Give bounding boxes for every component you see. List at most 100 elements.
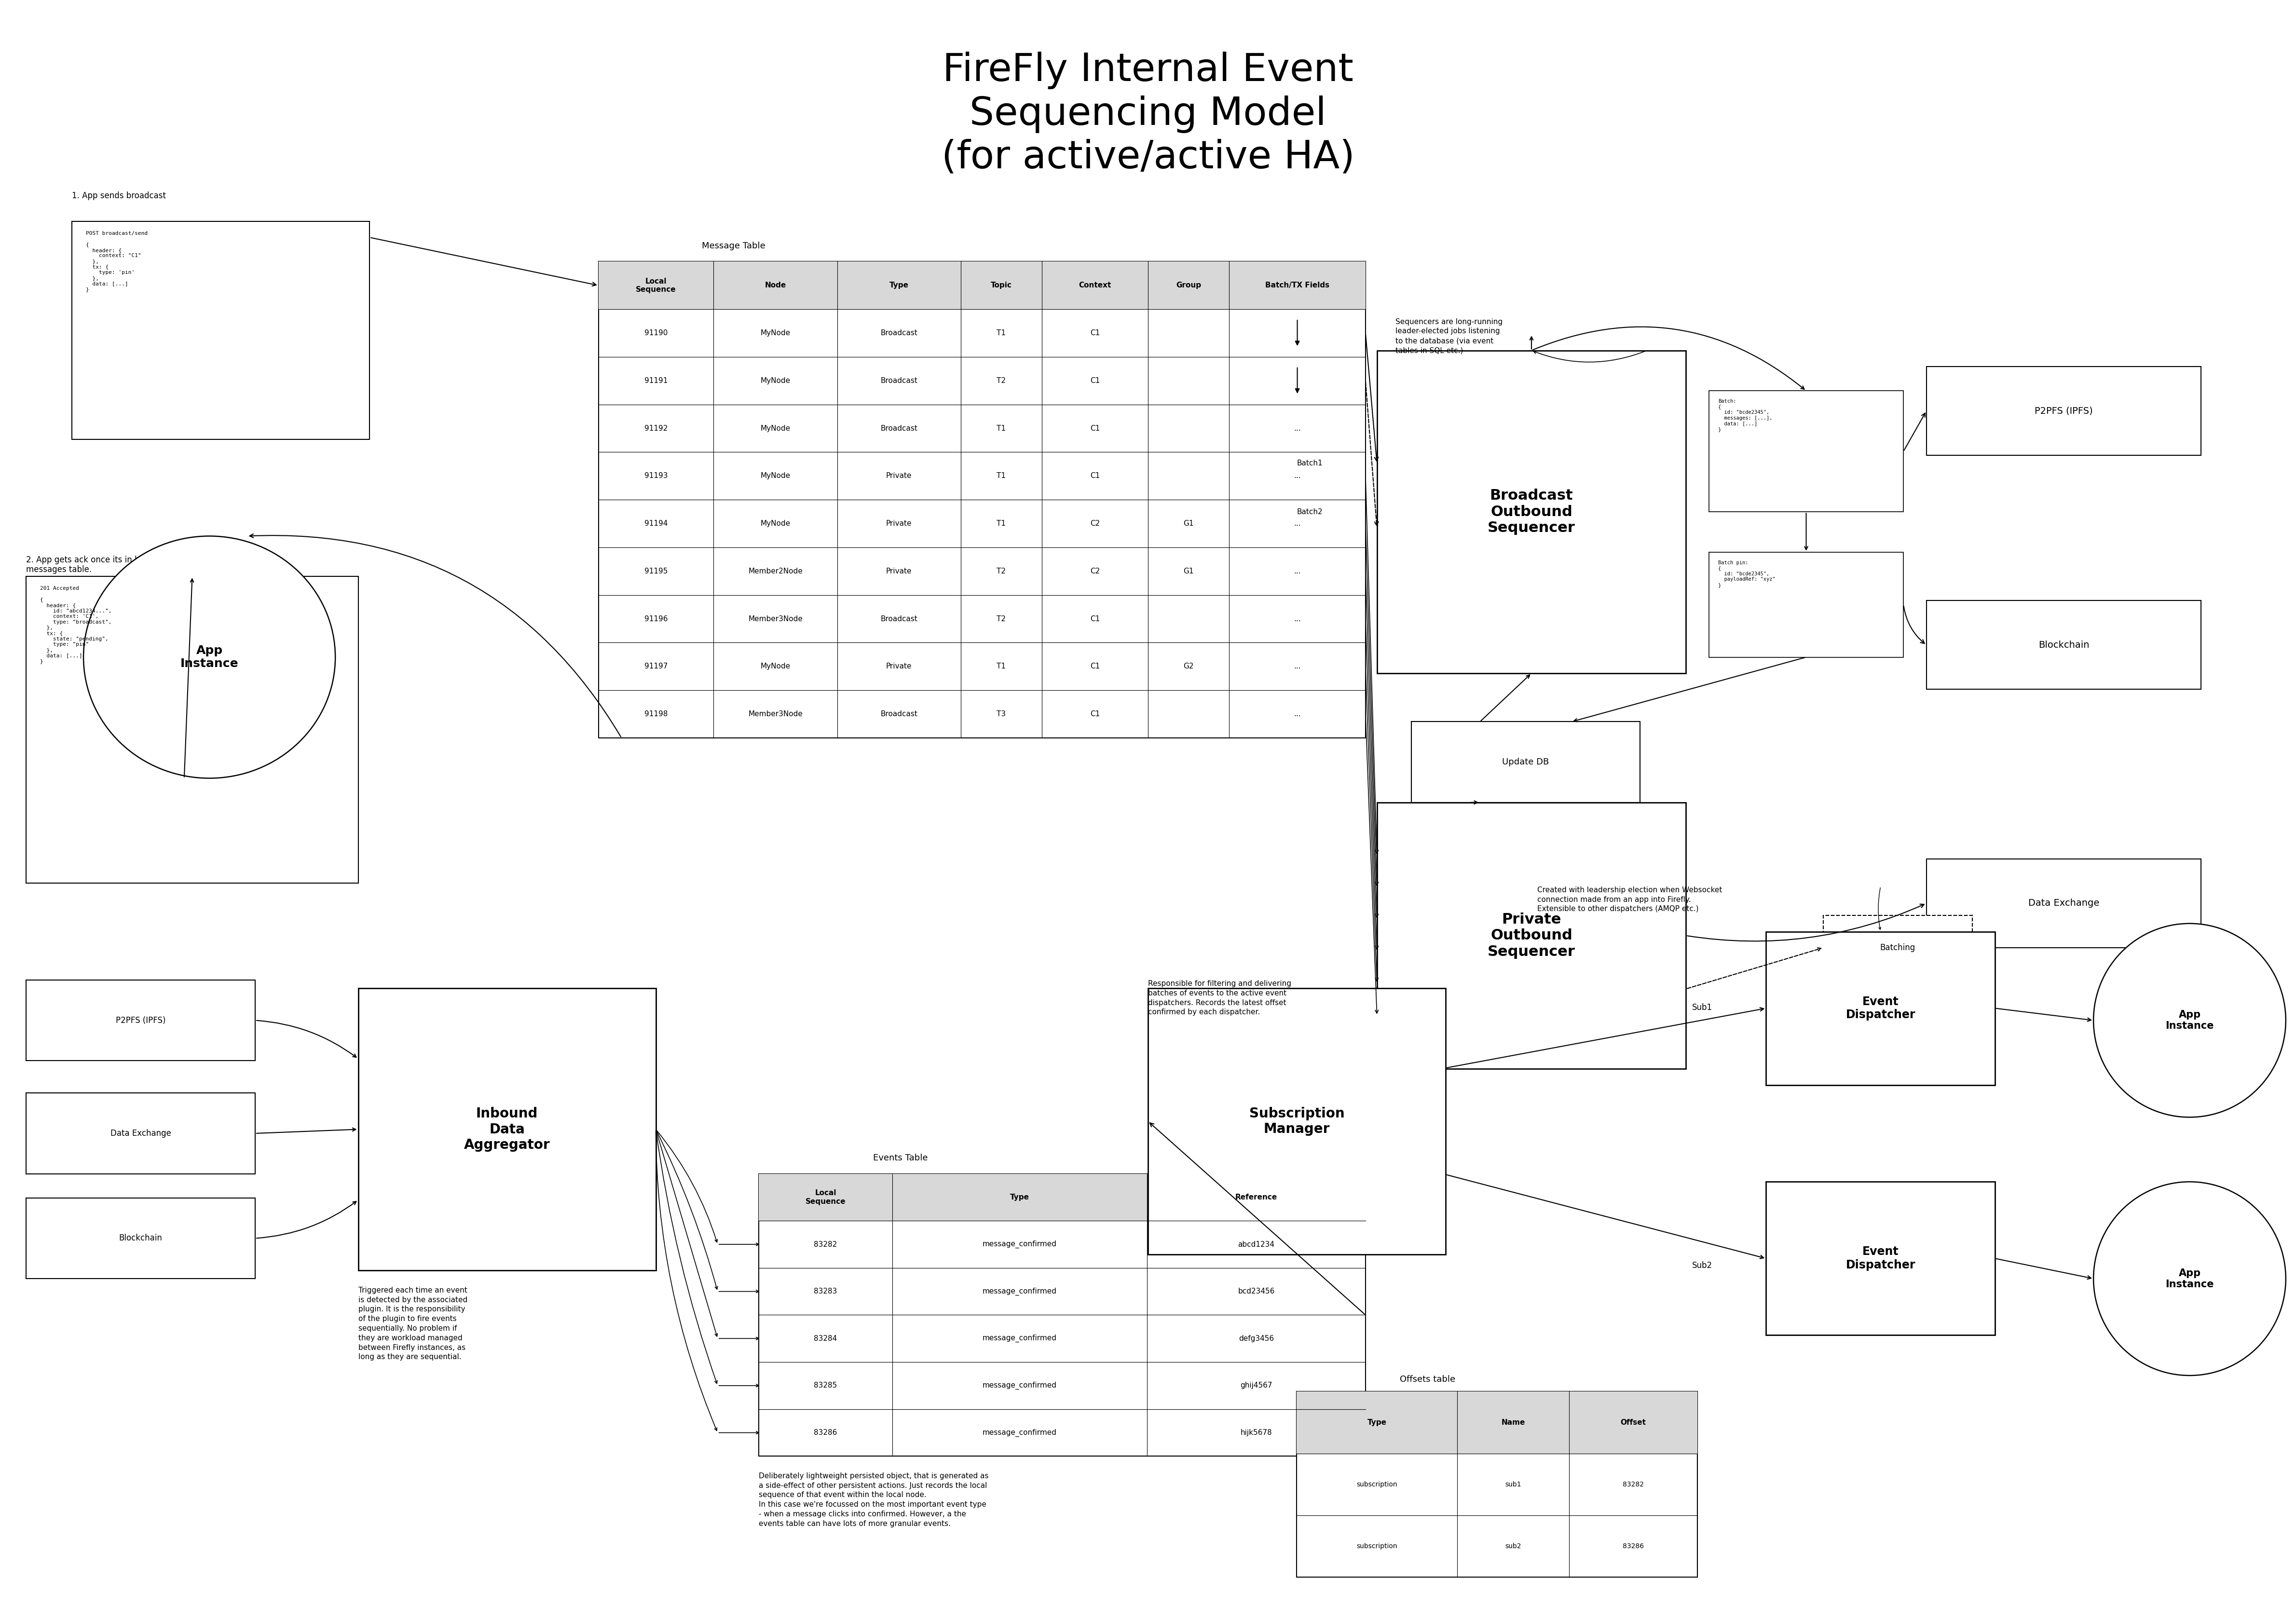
- Text: hijk5678: hijk5678: [1240, 1430, 1272, 1436]
- Text: sub1: sub1: [1506, 1482, 1522, 1488]
- Text: Private: Private: [886, 567, 912, 575]
- Text: message_confirmed: message_confirmed: [983, 1287, 1056, 1295]
- Text: Responsible for filtering and delivering
batches of events to the active event
d: Responsible for filtering and delivering…: [1148, 981, 1290, 1016]
- Text: 83283: 83283: [813, 1287, 838, 1295]
- Text: Broadcast: Broadcast: [879, 425, 918, 431]
- Bar: [25, 577, 358, 883]
- Text: App
Instance: App Instance: [2165, 1010, 2213, 1031]
- Text: bcd23456: bcd23456: [1238, 1287, 1274, 1295]
- Text: Type: Type: [1368, 1418, 1387, 1426]
- Text: Type: Type: [889, 282, 909, 289]
- Text: 83285: 83285: [813, 1383, 838, 1389]
- Text: T1: T1: [996, 472, 1006, 480]
- Text: App
Instance: App Instance: [181, 645, 239, 669]
- Text: sub2: sub2: [1506, 1543, 1522, 1550]
- Text: C2: C2: [1091, 520, 1100, 527]
- Text: Event
Dispatcher: Event Dispatcher: [1846, 995, 1915, 1021]
- Text: G1: G1: [1182, 567, 1194, 575]
- Text: ...: ...: [1293, 663, 1302, 669]
- Text: Private
Outbound
Sequencer: Private Outbound Sequencer: [1488, 913, 1575, 958]
- Bar: [25, 1093, 255, 1174]
- Text: 91193: 91193: [645, 472, 668, 480]
- Text: Member3Node: Member3Node: [748, 710, 804, 718]
- Bar: [758, 1174, 1366, 1221]
- Text: subscription: subscription: [1357, 1482, 1398, 1488]
- Text: ...: ...: [1293, 472, 1302, 480]
- Bar: [1148, 989, 1446, 1255]
- Text: MyNode: MyNode: [760, 520, 790, 527]
- Text: Batch:
{
  id: "bcde2345",
  messages: [...],
  data: [...]
}: Batch: { id: "bcde2345", messages: [...]…: [1717, 399, 1773, 431]
- Text: P2PFS (IPFS): P2PFS (IPFS): [2034, 407, 2094, 415]
- Text: FireFly Internal Event
Sequencing Model
(for active/active HA): FireFly Internal Event Sequencing Model …: [941, 52, 1355, 177]
- Bar: [1766, 1182, 1995, 1336]
- Text: Batch1: Batch1: [1297, 460, 1322, 467]
- Text: ...: ...: [1293, 710, 1302, 718]
- Text: C1: C1: [1091, 616, 1100, 622]
- Text: Sub2: Sub2: [1692, 1261, 1713, 1271]
- Text: T2: T2: [996, 616, 1006, 622]
- Text: message_confirmed: message_confirmed: [983, 1381, 1056, 1389]
- Text: Blockchain: Blockchain: [2039, 640, 2089, 650]
- Bar: [1378, 802, 1685, 1068]
- Text: Sequencers are long-running
leader-elected jobs listening
to the database (via e: Sequencers are long-running leader-elect…: [1396, 318, 1502, 353]
- Text: T1: T1: [996, 425, 1006, 431]
- Text: Broadcast: Broadcast: [879, 329, 918, 337]
- Text: G1: G1: [1182, 520, 1194, 527]
- Ellipse shape: [2094, 924, 2287, 1117]
- Text: T2: T2: [996, 567, 1006, 575]
- Text: message_confirmed: message_confirmed: [983, 1428, 1056, 1436]
- Bar: [1926, 859, 2202, 948]
- Text: T1: T1: [996, 663, 1006, 669]
- Text: Name: Name: [1502, 1418, 1525, 1426]
- Text: Topic: Topic: [990, 282, 1013, 289]
- Text: MyNode: MyNode: [760, 329, 790, 337]
- Text: C1: C1: [1091, 710, 1100, 718]
- Text: Private: Private: [886, 663, 912, 669]
- Text: 83286: 83286: [813, 1430, 838, 1436]
- Text: Private: Private: [886, 520, 912, 527]
- Text: Events Table: Events Table: [872, 1154, 928, 1162]
- Bar: [758, 1174, 1366, 1456]
- Bar: [1823, 916, 1972, 981]
- Text: Blockchain: Blockchain: [119, 1234, 163, 1243]
- Text: ...: ...: [1293, 616, 1302, 622]
- Text: C1: C1: [1091, 378, 1100, 384]
- Text: T1: T1: [996, 329, 1006, 337]
- Bar: [71, 222, 370, 439]
- Text: Event
Dispatcher: Event Dispatcher: [1846, 1247, 1915, 1271]
- Text: Member3Node: Member3Node: [748, 616, 804, 622]
- Text: Message Table: Message Table: [703, 242, 765, 250]
- Text: Created with leadership election when Websocket
connection made from an app into: Created with leadership election when We…: [1538, 887, 1722, 913]
- Bar: [358, 989, 657, 1271]
- Text: abcd1234: abcd1234: [1238, 1240, 1274, 1248]
- Bar: [1412, 721, 1639, 802]
- Text: 83282: 83282: [813, 1240, 838, 1248]
- Text: 91197: 91197: [645, 663, 668, 669]
- Text: Inbound
Data
Aggregator: Inbound Data Aggregator: [464, 1107, 551, 1151]
- Text: message_confirmed: message_confirmed: [983, 1240, 1056, 1248]
- Text: C1: C1: [1091, 663, 1100, 669]
- Text: 91190: 91190: [645, 329, 668, 337]
- Text: 2. App gets ack once its in local
messages table.: 2. App gets ack once its in local messag…: [25, 556, 154, 574]
- Text: defg3456: defg3456: [1238, 1336, 1274, 1342]
- Text: ghij4567: ghij4567: [1240, 1383, 1272, 1389]
- Text: Batch pin:
{
  id: "bcde2345",
  payloadRef: "xyz"
}: Batch pin: { id: "bcde2345", payloadRef:…: [1717, 561, 1775, 587]
- Text: Deliberately lightweight persisted object, that is generated as
a side-effect of: Deliberately lightweight persisted objec…: [758, 1472, 990, 1527]
- Text: C1: C1: [1091, 472, 1100, 480]
- Text: Subscription
Manager: Subscription Manager: [1249, 1107, 1345, 1136]
- Text: Reference: Reference: [1235, 1193, 1277, 1201]
- Text: message_confirmed: message_confirmed: [983, 1334, 1056, 1342]
- Bar: [599, 261, 1366, 310]
- Text: ...: ...: [1293, 520, 1302, 527]
- Text: Context: Context: [1079, 282, 1111, 289]
- Text: MyNode: MyNode: [760, 472, 790, 480]
- Text: C1: C1: [1091, 329, 1100, 337]
- Text: T1: T1: [996, 520, 1006, 527]
- Text: 91198: 91198: [645, 710, 668, 718]
- Text: C2: C2: [1091, 567, 1100, 575]
- Text: Private: Private: [886, 472, 912, 480]
- Text: Batching: Batching: [1880, 943, 1915, 952]
- Text: Batch2: Batch2: [1297, 509, 1322, 515]
- Bar: [1297, 1392, 1697, 1454]
- Bar: [1926, 366, 2202, 456]
